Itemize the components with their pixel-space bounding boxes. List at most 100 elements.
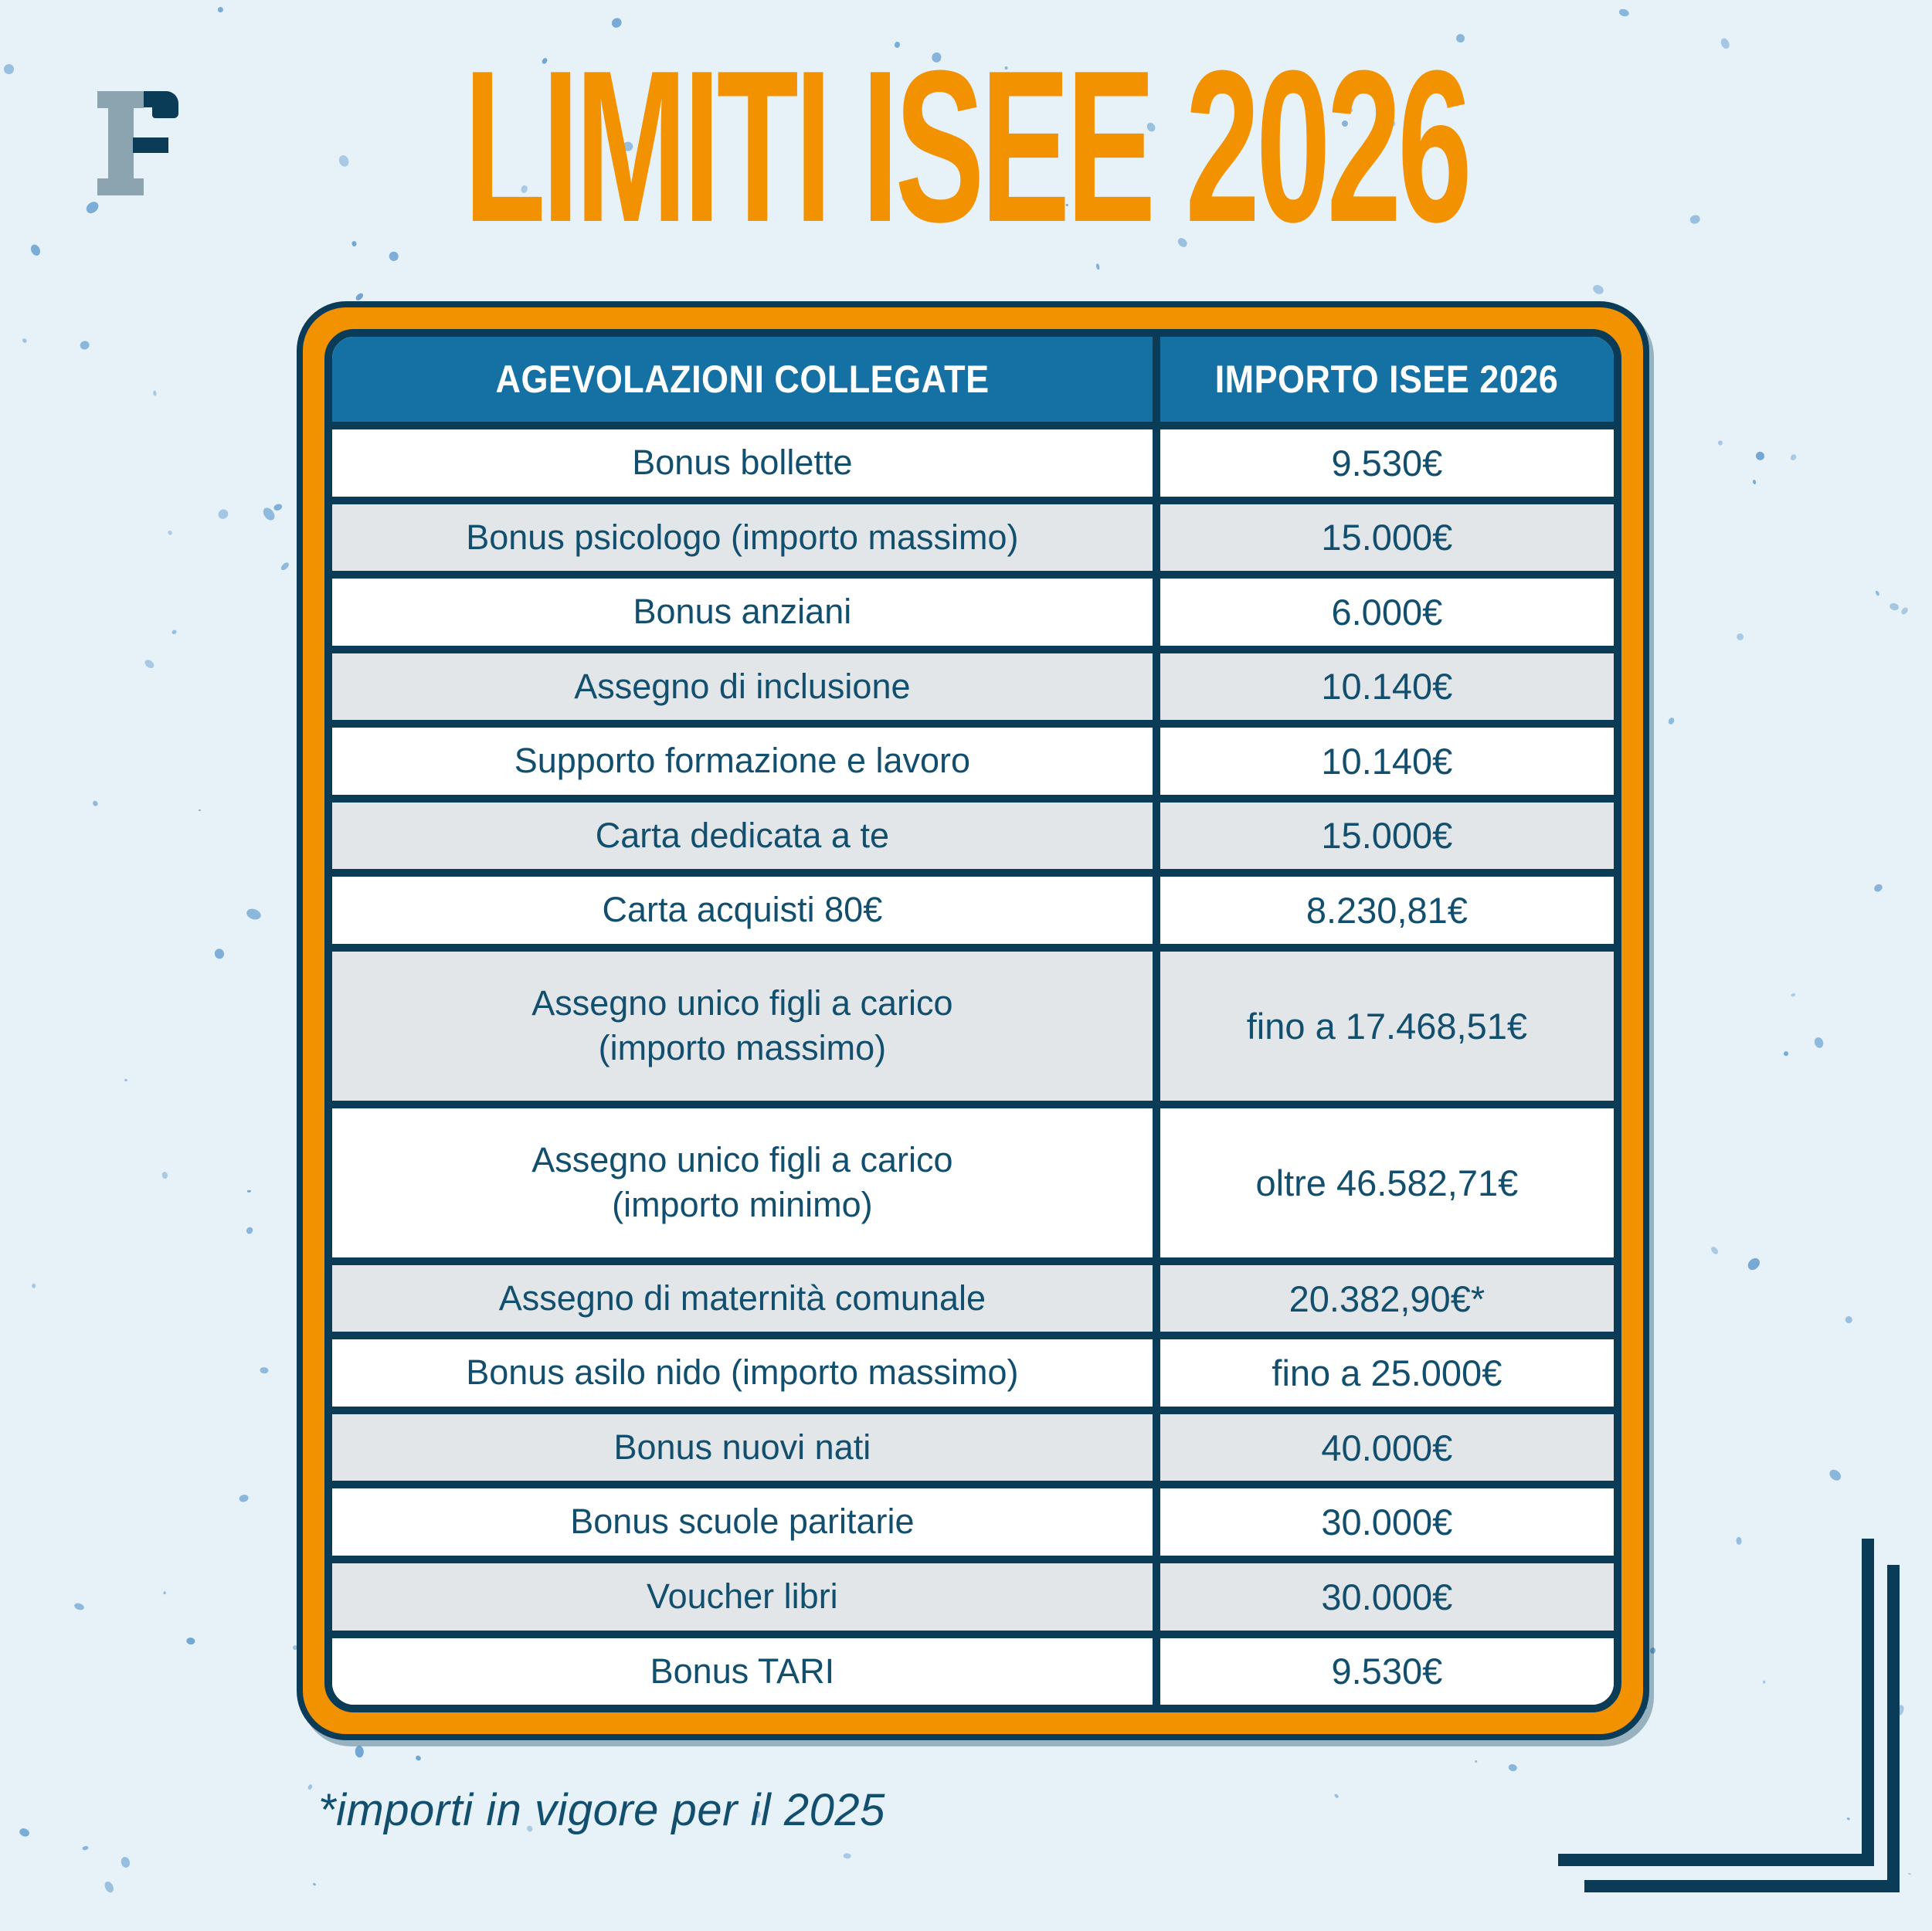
- table-row: Bonus TARI 9.530€: [332, 1630, 1614, 1705]
- speckle-dot: [171, 629, 177, 635]
- table-row: Assegno unico figli a carico (importo ma…: [332, 943, 1614, 1101]
- speckle-dot: [1508, 1763, 1519, 1773]
- speckle-dot: [1752, 479, 1757, 485]
- table-row: Supporto formazione e lavoro 10.140€: [332, 720, 1614, 795]
- speckle-dot: [354, 292, 365, 302]
- speckle-dot: [1666, 717, 1676, 726]
- row-label: Bonus bollette: [332, 429, 1153, 497]
- speckle-dot: [1709, 1245, 1720, 1256]
- column-header-agevolazioni: AGEVOLAZIONI COLLEGATE: [332, 337, 1153, 422]
- speckle-dot: [31, 1283, 36, 1288]
- speckle-dot: [216, 5, 225, 14]
- speckle-dot: [246, 1189, 251, 1193]
- speckle-dot: [120, 1855, 131, 1869]
- speckle-dot: [92, 799, 99, 807]
- speckle-dot: [354, 1745, 364, 1758]
- speckle-dot: [260, 1366, 270, 1375]
- table-row: Assegno di inclusione 10.140€: [332, 645, 1614, 721]
- logo-shape: [152, 107, 178, 118]
- speckle-dot: [1716, 439, 1723, 446]
- row-value: 30.000€: [1152, 1563, 1614, 1631]
- footnote: *importi in vigore per il 2025: [318, 1785, 885, 1835]
- speckle-dot: [167, 530, 173, 536]
- speckle-dot: [1754, 450, 1766, 462]
- speckle-dot: [19, 1827, 31, 1838]
- speckle-dot: [163, 1591, 166, 1595]
- table-row: Bonus anziani 6.000€: [332, 571, 1614, 646]
- speckle-dot: [161, 1171, 168, 1179]
- logo-shape: [108, 107, 134, 179]
- row-value: 20.382,90€*: [1152, 1264, 1614, 1332]
- row-value: 6.000€: [1152, 579, 1614, 646]
- speckle-dot: [843, 1852, 852, 1859]
- brand-logo-f: [97, 91, 178, 195]
- corner-bracket-outer: [1558, 1539, 1874, 1866]
- logo-shape: [97, 178, 144, 195]
- table-row: Voucher libri 30.000€: [332, 1555, 1614, 1631]
- table-row: Assegno unico figli a carico (importo mi…: [332, 1100, 1614, 1257]
- speckle-dot: [103, 1880, 116, 1895]
- speckle-dot: [1341, 120, 1349, 127]
- column-header-agevolazioni-label: AGEVOLAZIONI COLLEGATE: [495, 357, 990, 401]
- speckle-dot: [1737, 633, 1744, 640]
- row-value: 40.000€: [1152, 1413, 1614, 1481]
- table-row: Bonus psicologo (importo massimo) 15.000€: [332, 496, 1614, 572]
- row-label: Bonus TARI: [332, 1637, 1153, 1705]
- row-value: fino a 17.468,51€: [1152, 951, 1614, 1101]
- logo-shape: [133, 137, 168, 153]
- row-label: Carta acquisti 80€: [332, 877, 1153, 944]
- speckle-dot: [245, 906, 263, 921]
- speckle-dot: [1746, 1256, 1762, 1273]
- table-row: Bonus bollette 9.530€: [332, 422, 1614, 497]
- row-value: 8.230,81€: [1152, 877, 1614, 944]
- speckle-dot: [280, 562, 290, 572]
- speckle-dot: [1789, 453, 1798, 463]
- speckle-dot: [1474, 1760, 1478, 1764]
- row-value: 15.000€: [1152, 802, 1614, 870]
- row-value: 30.000€: [1152, 1488, 1614, 1556]
- row-label: Assegno di maternità comunale: [332, 1264, 1153, 1332]
- table-row: Bonus nuovi nati 40.000€: [332, 1406, 1614, 1481]
- speckle-dot: [311, 1882, 316, 1886]
- speckle-dot: [1907, 1872, 1912, 1875]
- row-label: Bonus anziani: [332, 579, 1153, 646]
- column-header-importo: IMPORTO ISEE 2026: [1152, 337, 1614, 422]
- row-label: Assegno unico figli a carico (importo ma…: [332, 951, 1153, 1101]
- row-label: Assegno unico figli a carico (importo mi…: [332, 1108, 1153, 1257]
- speckle-dot: [1827, 1467, 1843, 1482]
- row-value: 10.140€: [1152, 653, 1614, 721]
- row-value: 9.530€: [1152, 429, 1614, 497]
- row-label: Bonus psicologo (importo massimo): [332, 504, 1153, 572]
- speckle-dot: [1333, 1793, 1339, 1799]
- row-label: Bonus nuovi nati: [332, 1413, 1153, 1481]
- speckle-dot: [73, 1601, 85, 1611]
- row-value: fino a 25.000€: [1152, 1339, 1614, 1407]
- speckle-dot: [1790, 992, 1796, 997]
- speckle-dot: [307, 1783, 313, 1790]
- corner-bracket-inner: [1584, 1565, 1900, 1892]
- table-row: Bonus asilo nido (importo massimo) fino a…: [332, 1332, 1614, 1407]
- row-value: 10.140€: [1152, 728, 1614, 795]
- table-row: Carta acquisti 80€ 8.230,81€: [332, 869, 1614, 944]
- logo-shape: [144, 91, 178, 107]
- table-row: Carta dedicata a te 15.000€: [332, 794, 1614, 870]
- table-row: Bonus scuole paritarie 30.000€: [332, 1481, 1614, 1556]
- page-title: LIMITI ISEE 2026: [463, 26, 1472, 267]
- row-label: Assegno di inclusione: [332, 653, 1153, 721]
- row-value: oltre 46.582,71€: [1152, 1108, 1614, 1257]
- speckle-dot: [1591, 283, 1605, 296]
- page-title-wrap: LIMITI ISEE 2026: [0, 39, 1932, 255]
- speckle-dot: [1618, 8, 1631, 18]
- speckle-dot: [1889, 602, 1900, 612]
- speckle-dot: [216, 507, 230, 521]
- row-label: Supporto formazione e lavoro: [332, 728, 1153, 795]
- row-label: Carta dedicata a te: [332, 802, 1153, 870]
- speckle-dot: [21, 338, 28, 344]
- speckle-dot: [82, 1845, 90, 1851]
- isee-table: AGEVOLAZIONI COLLEGATE IMPORTO ISEE 2026…: [324, 329, 1621, 1712]
- row-label: Voucher libri: [332, 1563, 1153, 1631]
- speckle-dot: [124, 1079, 128, 1082]
- row-label: Bonus scuole paritarie: [332, 1488, 1153, 1556]
- row-value: 9.530€: [1152, 1637, 1614, 1705]
- row-value: 15.000€: [1152, 504, 1614, 572]
